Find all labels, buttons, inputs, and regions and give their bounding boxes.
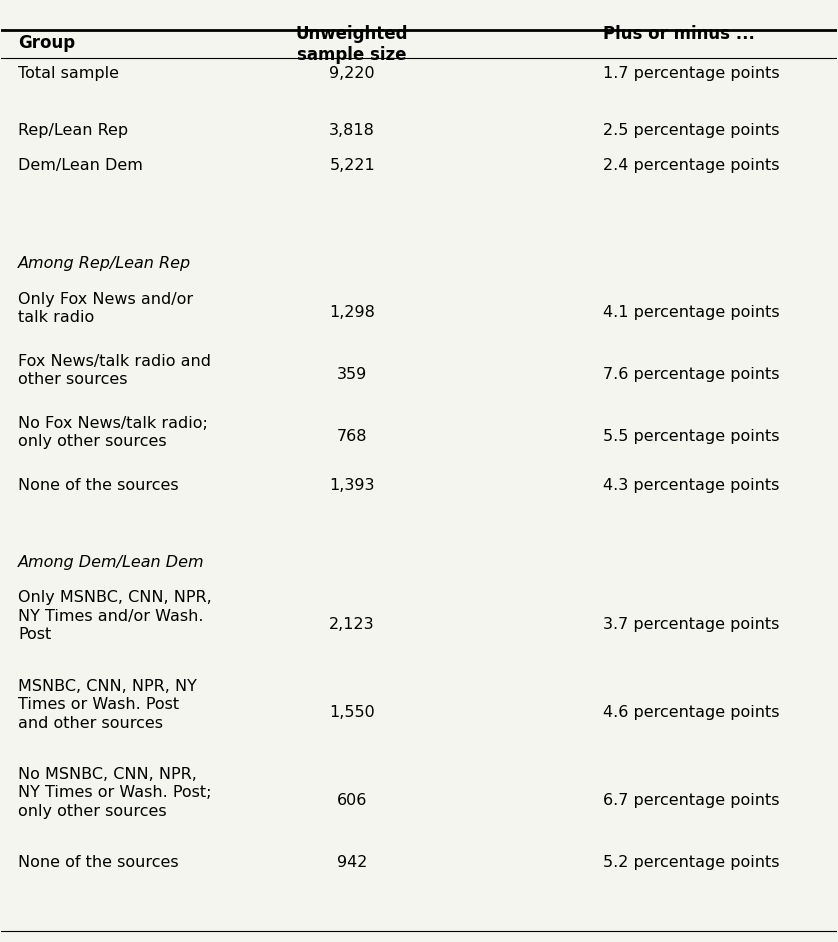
Text: 768: 768 [337, 429, 367, 444]
Text: 1,550: 1,550 [329, 705, 375, 720]
Text: Among Rep/Lean Rep: Among Rep/Lean Rep [18, 256, 191, 271]
Text: 359: 359 [337, 366, 367, 382]
Text: Unweighted
sample size: Unweighted sample size [296, 24, 408, 64]
Text: MSNBC, CNN, NPR, NY
Times or Wash. Post
and other sources: MSNBC, CNN, NPR, NY Times or Wash. Post … [18, 678, 197, 731]
Text: 5.5 percentage points: 5.5 percentage points [603, 429, 779, 444]
Text: Plus or minus ...: Plus or minus ... [603, 24, 755, 43]
Text: 606: 606 [337, 793, 367, 808]
Text: Fox News/talk radio and
other sources: Fox News/talk radio and other sources [18, 353, 211, 387]
Text: 3,818: 3,818 [329, 122, 375, 138]
Text: 5,221: 5,221 [329, 158, 375, 173]
Text: Among Dem/Lean Dem: Among Dem/Lean Dem [18, 555, 204, 570]
Text: 4.6 percentage points: 4.6 percentage points [603, 705, 779, 720]
Text: 2.4 percentage points: 2.4 percentage points [603, 158, 779, 173]
Text: 1,393: 1,393 [329, 478, 375, 493]
Text: Group: Group [18, 34, 75, 52]
Text: Total sample: Total sample [18, 66, 119, 81]
Text: 6.7 percentage points: 6.7 percentage points [603, 793, 779, 808]
Text: Dem/Lean Dem: Dem/Lean Dem [18, 158, 143, 173]
Text: 3.7 percentage points: 3.7 percentage points [603, 617, 779, 631]
Text: 5.2 percentage points: 5.2 percentage points [603, 855, 779, 870]
Text: 942: 942 [337, 855, 367, 870]
Text: 1,298: 1,298 [329, 305, 375, 319]
Text: No MSNBC, CNN, NPR,
NY Times or Wash. Post;
only other sources: No MSNBC, CNN, NPR, NY Times or Wash. Po… [18, 767, 211, 819]
Text: 7.6 percentage points: 7.6 percentage points [603, 366, 779, 382]
Text: Rep/Lean Rep: Rep/Lean Rep [18, 122, 128, 138]
Text: None of the sources: None of the sources [18, 855, 178, 870]
Text: 4.1 percentage points: 4.1 percentage points [603, 305, 779, 319]
Text: 2,123: 2,123 [329, 617, 375, 631]
Text: 4.3 percentage points: 4.3 percentage points [603, 478, 779, 493]
Text: 9,220: 9,220 [329, 66, 375, 81]
Text: 2.5 percentage points: 2.5 percentage points [603, 122, 779, 138]
Text: Only MSNBC, CNN, NPR,
NY Times and/or Wash.
Post: Only MSNBC, CNN, NPR, NY Times and/or Wa… [18, 591, 212, 642]
Text: No Fox News/talk radio;
only other sources: No Fox News/talk radio; only other sourc… [18, 415, 208, 449]
Text: 1.7 percentage points: 1.7 percentage points [603, 66, 779, 81]
Text: Only Fox News and/or
talk radio: Only Fox News and/or talk radio [18, 292, 194, 325]
Text: None of the sources: None of the sources [18, 478, 178, 493]
